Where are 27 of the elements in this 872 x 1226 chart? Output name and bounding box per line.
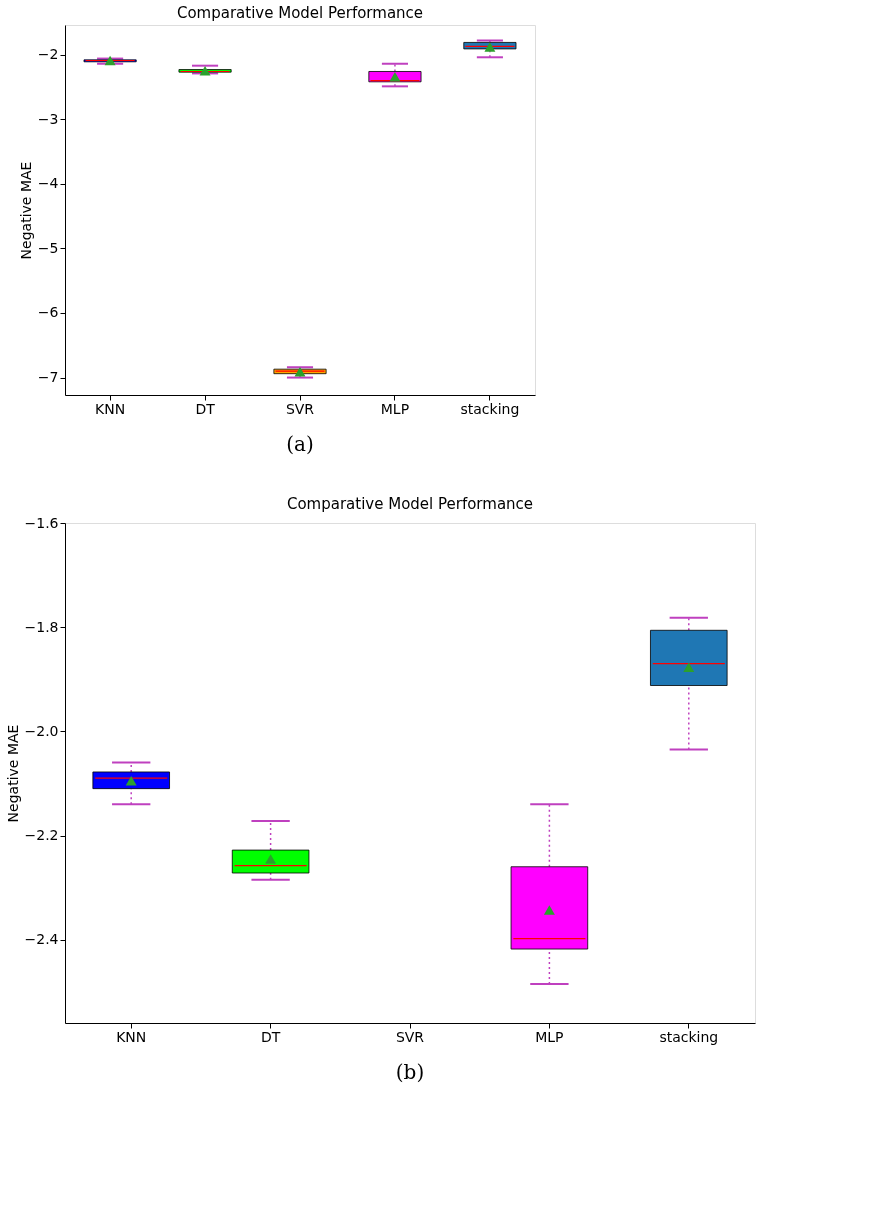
y-tick-label: −2.2 [24, 827, 59, 843]
y-axis-title: Negative MAE [4, 724, 21, 823]
y-tick-label: −2 [37, 46, 59, 63]
x-tick-label: MLP [380, 400, 410, 417]
y-tick-label: −1.8 [24, 618, 59, 635]
x-tick-label: KNN [116, 1028, 147, 1045]
x-tick-label: SVR [285, 400, 315, 417]
x-tick-label: KNN [95, 400, 126, 417]
y-tick-label: −7 [37, 369, 59, 386]
y-tick-label: −3 [37, 110, 59, 127]
y-tick-label: −5 [37, 239, 59, 256]
text: (a) [286, 432, 314, 456]
x-tick-label: SVR [395, 1028, 425, 1045]
y-tick-label: −6 [37, 304, 59, 321]
chart-title: Comparative Model Performance [286, 495, 534, 513]
y-axis-title: Negative MAE [17, 161, 34, 260]
x-tick-label: DT [195, 400, 216, 417]
x-tick-label: stacking [659, 1028, 719, 1045]
x-tick-label: MLP [535, 1028, 564, 1045]
y-tick-label: −2.0 [24, 722, 59, 739]
chart-title: Comparative Model Performance [176, 4, 424, 22]
y-tick-label: −1.6 [24, 514, 59, 531]
x-tick-label: stacking [460, 400, 520, 417]
text: (b) [395, 1060, 425, 1084]
y-tick-label: −2.4 [24, 931, 59, 948]
x-tick-label: DT [260, 1028, 281, 1045]
y-tick-label: −4 [37, 175, 59, 192]
